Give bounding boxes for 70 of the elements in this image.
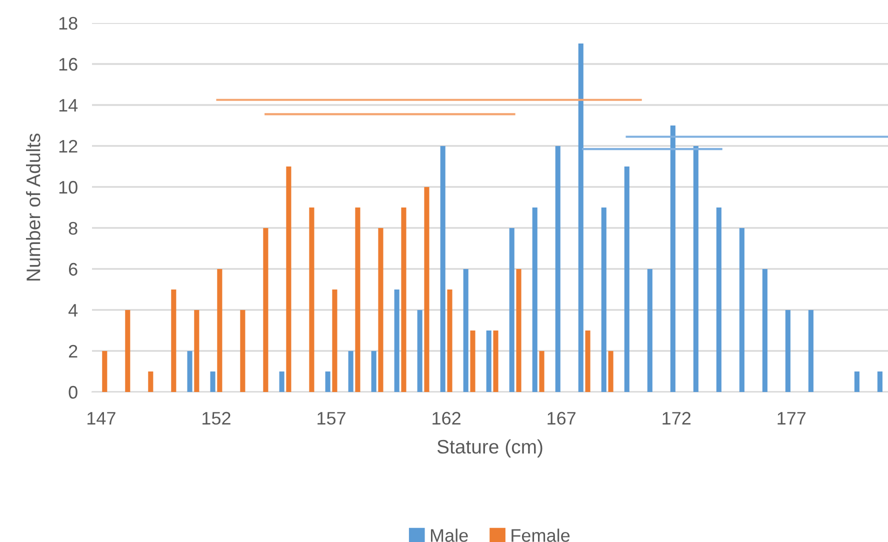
bar: [509, 228, 514, 392]
y-tick-label: 2: [68, 344, 78, 358]
x-axis-title: Stature (cm): [437, 439, 542, 458]
bar: [808, 310, 814, 392]
x-tick-label: 172: [662, 412, 691, 425]
bar: [394, 289, 400, 392]
bar: [532, 207, 538, 392]
bar: [348, 350, 354, 392]
bar: [539, 350, 544, 392]
bar: [187, 350, 192, 392]
bar: [210, 371, 216, 392]
bar: [601, 207, 606, 392]
bar: [401, 207, 406, 392]
bar: [463, 268, 468, 392]
bar: [578, 43, 584, 392]
y-axis-title: Number of Adults: [26, 134, 40, 280]
bar: [555, 146, 560, 392]
bar: [440, 146, 446, 392]
bar: [325, 371, 330, 392]
bar: [470, 330, 476, 392]
bar: [447, 289, 452, 392]
y-tick-label: 6: [68, 262, 78, 276]
bar: [371, 350, 376, 392]
x-tick-label: 177: [778, 412, 806, 425]
x-tick-label: 167: [548, 412, 576, 425]
bar: [417, 310, 422, 392]
x-tick-label: 162: [432, 412, 460, 425]
bar: [854, 371, 860, 392]
bar: [279, 371, 284, 392]
bar: [263, 228, 268, 392]
bar: [378, 228, 384, 392]
bar: [647, 268, 652, 392]
bar: [332, 289, 338, 392]
y-tick-label: 4: [68, 304, 78, 317]
bar: [217, 268, 222, 392]
bar: [493, 330, 498, 392]
bar: [585, 330, 590, 392]
y-tick-label: 18: [59, 16, 78, 30]
bar: [102, 350, 108, 392]
bar: [670, 125, 676, 392]
bar: [693, 146, 698, 392]
bar: [125, 310, 130, 392]
bar: [286, 166, 292, 392]
y-tick-label: 16: [59, 58, 78, 71]
bar: [762, 268, 768, 392]
bar: [716, 207, 722, 392]
bar: [309, 207, 314, 392]
y-tick-label: 14: [59, 99, 78, 112]
y-tick-label: 10: [59, 180, 78, 194]
bar: [624, 166, 630, 392]
bar: [194, 310, 200, 392]
bar: [608, 350, 614, 392]
bar: [739, 228, 744, 392]
bar: [355, 207, 360, 392]
bar: [785, 310, 790, 392]
x-tick-label: 147: [88, 412, 116, 425]
y-tick-label: 12: [59, 140, 78, 153]
legend-label: Male: [430, 528, 468, 542]
x-tick-label: 157: [318, 412, 346, 425]
bar: [424, 186, 430, 392]
bar: [516, 268, 522, 392]
legend-label: Female: [512, 528, 570, 542]
y-tick-label: 0: [68, 386, 78, 399]
bar: [171, 289, 176, 392]
y-tick-label: 8: [68, 222, 78, 235]
x-tick-label: 152: [202, 412, 230, 425]
bar: [877, 371, 882, 392]
bar: [240, 310, 246, 392]
bar: [148, 371, 154, 392]
bar: [486, 330, 492, 392]
